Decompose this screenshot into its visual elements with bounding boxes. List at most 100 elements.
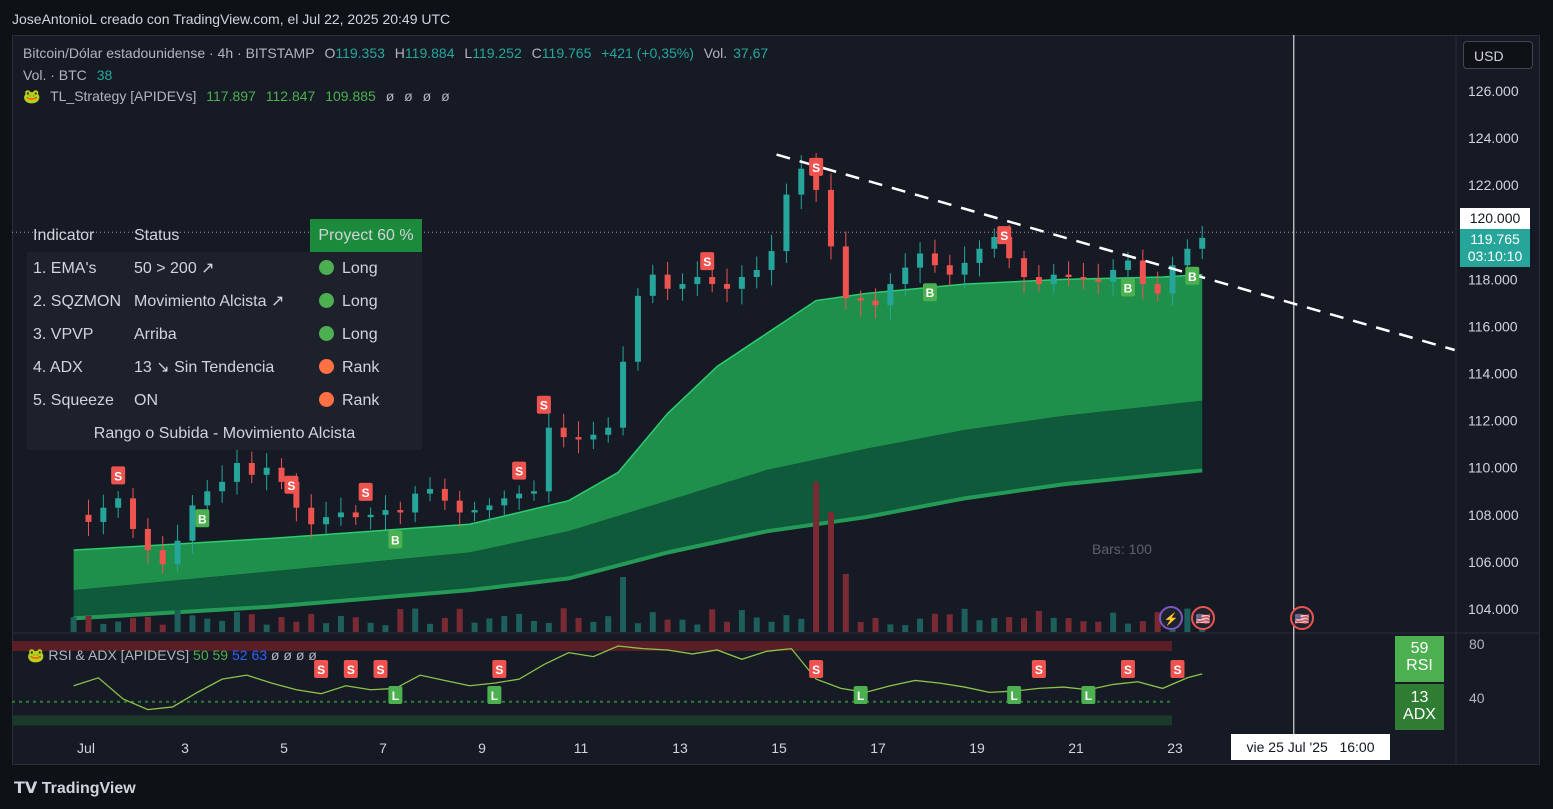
candle xyxy=(724,284,731,289)
currency-button[interactable]: USD xyxy=(1463,41,1533,69)
candle xyxy=(367,514,374,518)
volume-bar xyxy=(248,614,255,632)
signal-dot-icon xyxy=(319,260,334,275)
candle xyxy=(1050,274,1057,285)
volume-bar xyxy=(590,621,597,632)
rsi-legend: 🐸 RSI & ADX [APIDEVS] 50 59 52 63 ø ø ø … xyxy=(27,647,317,664)
volume-bar xyxy=(471,622,478,632)
symbol-legend: Bitcoin/Dólar estadounidense · 4h · BITS… xyxy=(23,45,774,61)
candle xyxy=(887,284,894,306)
lightning-icon xyxy=(1159,606,1183,630)
signal-label: B xyxy=(926,286,935,300)
bars-label: Bars: 100 xyxy=(1092,541,1152,557)
candle xyxy=(620,361,627,428)
crosshair-date-tag: vie 25 Jul '25 16:00 xyxy=(1231,734,1390,760)
trendline xyxy=(776,153,1456,352)
volume-bar xyxy=(605,616,612,632)
sell-signal xyxy=(358,482,373,501)
y-tick-label: 108.000 xyxy=(1468,507,1519,523)
candle xyxy=(917,253,924,268)
candle xyxy=(85,514,92,522)
volume-legend-label: Vol. · BTC xyxy=(23,67,87,83)
table-row: 1. EMA's 50 > 200 ↗ Long xyxy=(27,252,422,285)
volume-bar xyxy=(783,615,790,632)
signal-label: S xyxy=(495,663,503,677)
candle xyxy=(471,510,478,513)
volume-bar xyxy=(367,622,374,632)
row-indicator: 2. SQZMON xyxy=(33,293,122,310)
frog-icon: 🐸 xyxy=(27,647,45,663)
candle xyxy=(233,463,240,482)
candle xyxy=(649,274,656,296)
rsi-long-signal xyxy=(853,686,868,704)
rsi-sell-signal xyxy=(1120,660,1135,678)
candle xyxy=(842,246,849,299)
tradingview-logo[interactable]: 𝗧𝗩 TradingView xyxy=(14,780,136,797)
table-row: 2. SQZMON Movimiento Alcista ↗ Long xyxy=(27,285,422,318)
strategy-value: ø xyxy=(441,88,450,104)
signal-label: L xyxy=(1010,689,1017,703)
candle xyxy=(872,300,879,306)
volume-bar xyxy=(1021,618,1028,632)
change-value: +421 (+0,35%) xyxy=(601,45,694,61)
candle xyxy=(1021,258,1028,278)
us-flag-icon: 🇺🇸 xyxy=(1196,612,1211,626)
candle xyxy=(352,512,359,518)
volume-bar xyxy=(486,618,493,632)
volume-bar xyxy=(738,610,745,632)
candle xyxy=(382,510,389,515)
strategy-value: 109.885 xyxy=(325,88,376,104)
volume-bar xyxy=(115,621,122,632)
rsi-axis-tick: 40 xyxy=(1469,690,1485,706)
signal-label: B xyxy=(198,512,207,526)
x-tick-label: 9 xyxy=(478,740,486,756)
candle xyxy=(397,510,404,513)
volume-bar xyxy=(308,613,315,632)
ema-fast-line xyxy=(73,273,1203,551)
candle xyxy=(1124,260,1131,270)
candle xyxy=(768,251,775,270)
row-status: 13 ↘ Sin Tendencia xyxy=(134,359,275,376)
volume-bar xyxy=(545,622,552,632)
y-tick-label: 126.000 xyxy=(1468,83,1519,99)
signal-label: B xyxy=(1124,282,1133,296)
volume-bar xyxy=(323,623,330,632)
signal-label: S xyxy=(317,663,325,677)
candle xyxy=(293,481,300,508)
signal-label: S xyxy=(1035,663,1043,677)
volume-bar xyxy=(516,613,523,632)
volume-bar xyxy=(813,482,820,632)
row-indicator: 5. Squeeze xyxy=(33,392,114,409)
strategy-value: ø xyxy=(385,88,395,104)
volume-bar xyxy=(961,608,968,632)
sell-signal xyxy=(536,395,551,414)
buy-signal xyxy=(1185,266,1200,285)
volume-bar xyxy=(931,613,938,632)
signal-label: L xyxy=(392,689,399,703)
rsi-legend-value: ø xyxy=(308,647,317,663)
close-value: C119.765 xyxy=(531,45,592,61)
candle xyxy=(1110,269,1117,282)
y-tick-label: 110.000 xyxy=(1468,460,1518,476)
volume-bar xyxy=(100,623,107,632)
volume-bar xyxy=(159,624,166,632)
y-tick-label: 122.000 xyxy=(1468,177,1519,193)
rsi-legend-value: 52 xyxy=(231,647,248,663)
signal-label: L xyxy=(491,689,498,703)
row-status: 50 > 200 ↗ xyxy=(134,260,215,277)
candle xyxy=(1199,237,1206,249)
rsi-long-signal xyxy=(487,686,502,704)
buy-signal xyxy=(1120,278,1135,297)
rsi-legend-value: 59 xyxy=(212,647,229,663)
volume-bar xyxy=(337,615,344,632)
candle xyxy=(159,550,166,565)
volume-bar xyxy=(219,620,226,632)
table-row: 5. Squeeze ON Rank xyxy=(27,384,422,417)
candle xyxy=(1095,279,1102,282)
signal-label: S xyxy=(114,469,122,483)
rsi-sell-signal xyxy=(373,660,388,678)
volume-bar xyxy=(724,621,731,632)
candle xyxy=(798,168,805,195)
rsi-legend-value: ø xyxy=(295,647,305,663)
